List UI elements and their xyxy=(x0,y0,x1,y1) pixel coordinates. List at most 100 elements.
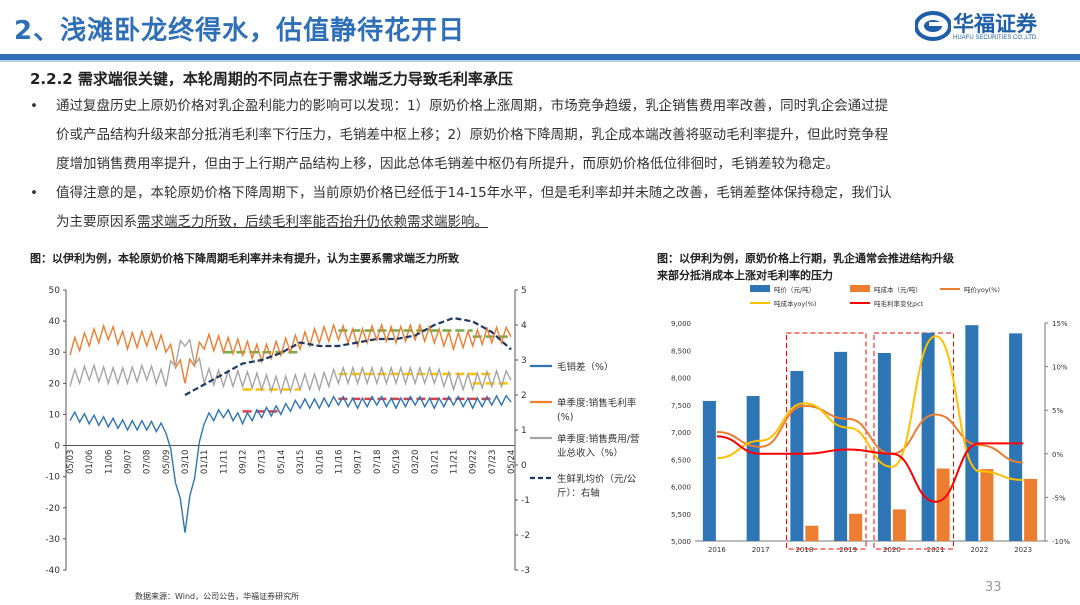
x-tick-label: 11/11 xyxy=(219,450,229,475)
right-chart-caption: 图：以伊利为例，原奶价格上行期，乳企通常会推进结构升级 来部分抵消成本上涨对毛利… xyxy=(657,250,1057,284)
y-tick-label: 40 xyxy=(49,317,61,327)
legend-swatch xyxy=(750,285,770,292)
bullet-2-plain: 为主要原因系 xyxy=(56,214,137,230)
y2-tick-label: 5 xyxy=(521,286,527,296)
y2-tick-label: -10% xyxy=(1052,538,1070,546)
y-tick-label: 50 xyxy=(49,286,61,296)
y2-tick-label: -5% xyxy=(1052,494,1066,502)
x-tick-label: 01/21 xyxy=(430,450,440,475)
x-tick-label: 07/18 xyxy=(373,450,383,475)
y-tick-label: 9,000 xyxy=(671,320,691,328)
legend-label: (%) xyxy=(557,412,573,423)
right-bar-line-chart: 9,000 8,500 8,000 7,500 7,000 6,500 6,000 5,500… xyxy=(671,285,1070,554)
y-tick-label: 7,000 xyxy=(671,429,691,437)
y-tick-label: 6,500 xyxy=(671,456,691,464)
bar xyxy=(746,396,760,541)
bar xyxy=(892,509,906,541)
bullet-2-line: 为主要原因系需求端乏力所致，后续毛利率能否抬升仍依赖需求端影响。 xyxy=(56,208,1056,237)
bullet-dot: • xyxy=(30,185,38,201)
x-tick-label: 2018 xyxy=(795,546,813,554)
bar xyxy=(877,352,891,541)
bar xyxy=(790,370,804,541)
y-tick-label: -30 xyxy=(45,535,60,545)
page-number: 33 xyxy=(985,580,1002,595)
x-tick-label: 05/14 xyxy=(277,450,287,475)
bar xyxy=(805,525,819,541)
y2-tick-label: 10% xyxy=(1052,364,1068,372)
y2-tick-label: 5% xyxy=(1052,407,1063,415)
y2-tick-label: 4 xyxy=(521,321,527,331)
x-tick-label: 03/15 xyxy=(296,450,306,475)
bullet-1-line: 度增加销售费用率提升，但由于上行期产品结构上移，因此总体毛销差中枢仍有所提升，而… xyxy=(56,156,839,172)
series-line xyxy=(69,338,512,396)
x-tick-label: 2022 xyxy=(970,546,988,554)
series-line xyxy=(184,316,512,396)
x-tick-label: 09/22 xyxy=(469,450,479,475)
y-tick-label: 5,000 xyxy=(671,538,691,546)
bar xyxy=(1024,478,1038,541)
header-rule xyxy=(0,54,1080,60)
y2-tick-label: -2 xyxy=(521,531,530,541)
x-tick-label: 11/21 xyxy=(449,450,459,475)
y-tick-label: -10 xyxy=(45,473,60,483)
bullet-1-line: 价或产品结构升级来部分抵消毛利率下行压力，毛销差中枢上移；2）原奶价格下降周期，… xyxy=(56,127,889,143)
y2-tick-label: 1 xyxy=(521,426,527,436)
y-tick-label: 10 xyxy=(49,410,61,420)
x-tick-label: 03/10 xyxy=(181,450,191,475)
x-tick-label: 09/17 xyxy=(354,450,364,475)
data-source: 数据来源：Wind，公司公告，华福证券研究所 xyxy=(135,592,300,601)
y2-tick-label: 3 xyxy=(521,356,527,366)
y2-tick-label: 2 xyxy=(521,391,527,401)
x-tick-label: 01/06 xyxy=(85,450,95,475)
series-line xyxy=(716,404,1024,464)
section-heading: 2.2.2 需求端很关键，本轮周期的不同点在于需求端乏力导致毛利率承压 xyxy=(30,70,513,88)
x-tick-label: 05/03 xyxy=(66,450,76,475)
series-line xyxy=(716,435,1024,503)
y-tick-label: -20 xyxy=(45,504,60,514)
x-tick-label: 2020 xyxy=(883,546,901,554)
bar xyxy=(965,325,979,541)
logo-icon xyxy=(914,11,952,41)
x-tick-label: 11/16 xyxy=(334,450,344,475)
legend-label: 吨价yoy(%) xyxy=(964,285,1000,294)
legend-swatch xyxy=(850,285,870,292)
right-caption-line: 来部分抵消成本上涨对毛利率的压力 xyxy=(657,269,833,282)
y-tick-label: 5,500 xyxy=(671,511,691,519)
page-title: 2、浅滩卧龙终得水，估值静待花开日 xyxy=(14,16,466,46)
x-tick-label: 09/12 xyxy=(239,450,249,475)
bullet-2-text: 值得注意的是，本轮原奶价格下降周期下，当前原奶价格已经低于14-15年水平，但是… xyxy=(56,179,1056,237)
right-caption-line: 图：以伊利为例，原奶价格上行期，乳企通常会推进结构升级 xyxy=(657,252,954,265)
bar xyxy=(936,468,950,541)
legend-label: 吨成本yoy(%) xyxy=(774,299,816,308)
left-line-chart: 50403020100-10-20-30-40543210-1-2-305/03… xyxy=(45,286,639,576)
bullet-dot: • xyxy=(30,98,38,114)
bar xyxy=(702,400,716,541)
y-tick-label: 6,000 xyxy=(671,484,691,492)
y-tick-label: 20 xyxy=(49,379,61,389)
x-tick-label: 07/13 xyxy=(258,450,268,475)
x-tick-label: 09/07 xyxy=(124,450,134,475)
x-tick-label: 2017 xyxy=(752,546,770,554)
bullet-1-text: 通过复盘历史上原奶价格对乳企盈利能力的影响可以发现：1）原奶价格上涨周期，市场竞… xyxy=(56,92,1056,179)
x-tick-label: 07/23 xyxy=(488,450,498,475)
y2-tick-label: 0% xyxy=(1052,451,1063,459)
series-line xyxy=(716,335,1024,481)
bullet-2: • 值得注意的是，本轮原奶价格下降周期下，当前原奶价格已经低于14-15年水平，… xyxy=(30,179,1050,237)
x-tick-label: 07/08 xyxy=(143,450,153,475)
y-tick-label: 8,500 xyxy=(671,347,691,355)
y2-tick-label: 15% xyxy=(1052,320,1068,328)
y-tick-label: 0 xyxy=(54,442,60,452)
x-tick-label: 11/06 xyxy=(104,450,114,475)
x-tick-label: 01/16 xyxy=(315,450,325,475)
legend-label: 毛销差（%） xyxy=(557,361,614,373)
series-line xyxy=(69,322,512,384)
bullet-1: • 通过复盘历史上原奶价格对乳企盈利能力的影响可以发现：1）原奶价格上涨周期，市… xyxy=(30,92,1050,179)
y2-tick-label: -1 xyxy=(521,496,530,506)
y2-tick-label: -3 xyxy=(521,566,530,576)
x-tick-label: 03/20 xyxy=(411,450,421,475)
legend-label: 吨价（元/吨） xyxy=(774,285,815,294)
y-tick-label: 7,500 xyxy=(671,402,691,410)
legend-label: 生鲜乳均价（元/公 xyxy=(557,473,637,485)
bar xyxy=(849,513,863,541)
bullet-1-line: 通过复盘历史上原奶价格对乳企盈利能力的影响可以发现：1）原奶价格上涨周期，市场竞… xyxy=(56,98,889,114)
